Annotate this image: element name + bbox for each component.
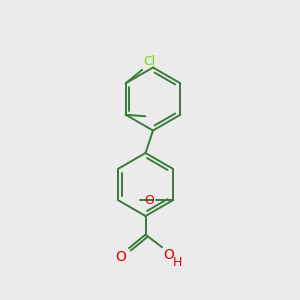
Text: O: O (116, 250, 127, 264)
Text: H: H (172, 256, 182, 268)
Text: O: O (164, 248, 174, 262)
Text: O: O (144, 194, 154, 207)
Text: Cl: Cl (144, 55, 156, 68)
